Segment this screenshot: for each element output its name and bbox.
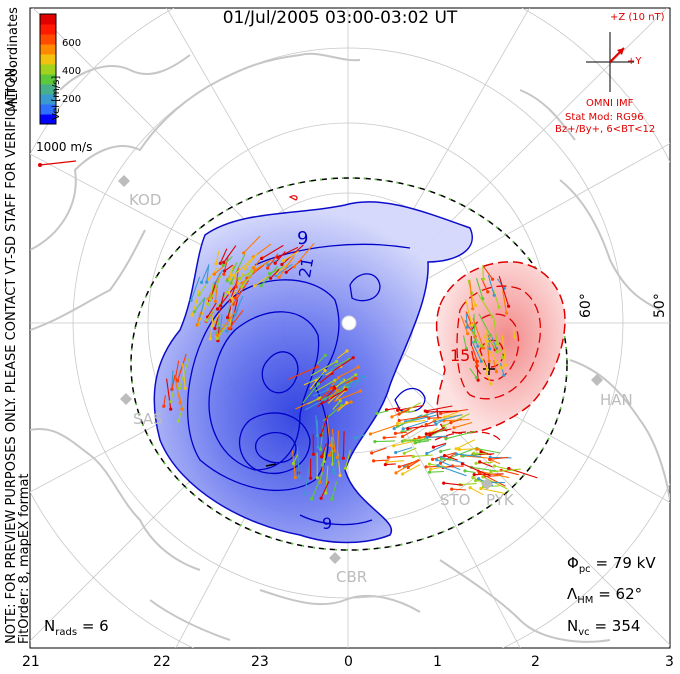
station-label-sas: SAS xyxy=(133,410,163,428)
velocity-vectors xyxy=(162,235,538,501)
mlt-label-23: 23 xyxy=(251,654,269,670)
stat-lambda-hm: ΛHM = 62° xyxy=(567,585,643,606)
map-title: 01/Jul/2005 03:00-03:02 UT xyxy=(222,8,458,28)
station-label-han: HAN xyxy=(600,391,633,409)
plot-frame xyxy=(29,7,671,649)
imf-source: OMNI IMF xyxy=(586,98,634,109)
contour-label-1: 9 xyxy=(297,228,309,249)
station-label-pyk: PYK xyxy=(486,491,514,509)
imf-by-label: +Y xyxy=(627,56,642,67)
mlt-label-0: 0 xyxy=(344,654,353,670)
scale-vector-label: 1000 m/s xyxy=(36,140,93,154)
imf-bz-label: +Z (10 nT) xyxy=(610,12,665,23)
station-markers xyxy=(118,175,603,564)
latitude-label-50: 50° xyxy=(652,293,668,318)
stat-model-line2: Bz+/By+, 6<BT<12 xyxy=(555,124,656,135)
contour-label-2: 21 xyxy=(295,255,318,280)
mlt-label-1: 1 xyxy=(433,654,442,670)
contour-label-3: 15 xyxy=(450,346,471,365)
scale-vector xyxy=(38,160,77,167)
dusk-convection-cell xyxy=(153,201,473,544)
contour-label-4: 9 xyxy=(322,514,333,533)
magnetic-pole-marker xyxy=(341,315,357,331)
colorbar-label: Vel [m/s] xyxy=(51,75,62,120)
hm-boundary-points xyxy=(130,177,568,551)
colorbar-tick-200: 200 xyxy=(62,94,82,105)
mlt-label-2: 2 xyxy=(531,654,540,670)
velocity-colorbar xyxy=(39,13,57,125)
latitude-label-60: 60° xyxy=(578,293,594,318)
station-label-kod: KOD xyxy=(129,191,162,209)
colorbar-tick-400: 400 xyxy=(62,66,82,77)
colorbar-tick-600: 600 xyxy=(62,38,82,49)
mlt-label-3: 3 xyxy=(665,654,674,670)
stat-n-vc: Nvc = 354 xyxy=(567,617,641,638)
station-label-sto: STO xyxy=(440,491,471,509)
mlt-label-21: 21 xyxy=(22,654,40,670)
stat-model-line1: Stat Mod: RG96 xyxy=(565,112,644,123)
fit-info: FitOrder: 8, mapEX format xyxy=(17,473,32,644)
stat-n-rads: Nrads = 6 xyxy=(44,617,109,638)
station-label-cbr: CBR xyxy=(336,568,368,586)
mlt-label-22: 22 xyxy=(153,654,171,670)
coastlines xyxy=(30,52,670,643)
stat-phi-pc: Φpc = 79 kV xyxy=(567,554,656,575)
imf-clock-diagram xyxy=(586,32,634,92)
